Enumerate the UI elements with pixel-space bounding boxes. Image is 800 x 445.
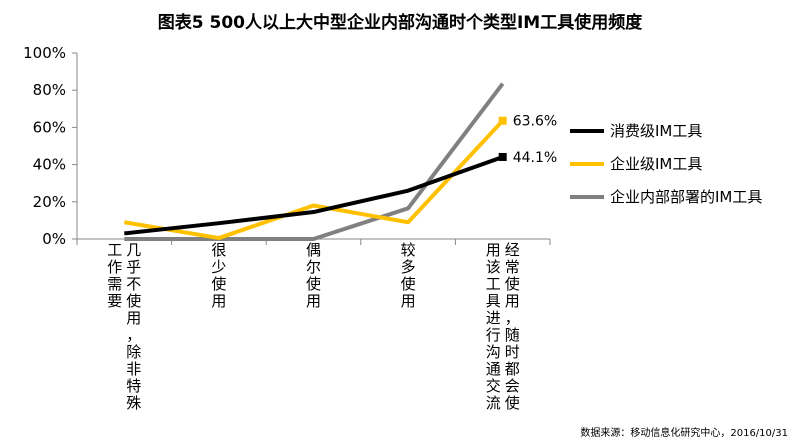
source-note: 数据来源：移动信息化研究中心，2016/10/31: [580, 428, 788, 439]
series-line-0: [124, 155, 504, 236]
category-char: 需: [107, 275, 122, 293]
category-char: 会: [505, 377, 520, 395]
category-char: 通: [486, 360, 501, 378]
y-tick-label: 20%: [33, 193, 66, 211]
category-char: 特: [126, 377, 141, 395]
category-labels: 几乎不使用，除非特殊工作需要很少使用偶尔使用较多使用经常使用，随时都会使用该工具…: [107, 241, 519, 412]
end-marker-0: [498, 152, 507, 161]
category-char: 具: [486, 292, 501, 310]
category-char: 不: [126, 275, 141, 293]
category-char: 时: [505, 343, 520, 361]
series-lines: [123, 82, 505, 241]
y-tick-label: 80%: [33, 81, 66, 99]
category-char: 工: [107, 241, 122, 259]
y-tick-label: 0%: [42, 230, 66, 248]
legend-label: 企业内部部署的IM工具: [610, 188, 762, 206]
category-label: 用该工具进行沟通交流: [486, 241, 501, 412]
y-tick-label: 60%: [33, 118, 66, 136]
end-labels: 44.1% 63.6%: [498, 114, 557, 166]
category-char: 用: [306, 292, 321, 310]
category-char: 该: [486, 258, 501, 276]
category-char: ，: [126, 326, 141, 344]
category-char: 使: [306, 275, 321, 293]
category-char: 用: [126, 309, 141, 327]
y-axis: 0% 20% 40% 60% 80% 100%: [23, 44, 78, 248]
data-label: 44.1%: [513, 150, 557, 166]
category-char: 随: [505, 326, 520, 344]
category-char: 使: [505, 394, 520, 412]
chart-title: 图表5 500人以上大中型企业内部沟通时个类型IM工具使用频度: [157, 13, 643, 33]
category-char: 使: [401, 275, 416, 293]
category-char: 使: [505, 275, 520, 293]
category-char: 工: [486, 275, 501, 293]
category-char: 少: [211, 258, 226, 276]
category-char: 较: [401, 241, 416, 259]
category-label: 很少使用: [211, 241, 226, 310]
category-char: 用: [486, 241, 501, 259]
category-char: 常: [505, 258, 520, 276]
category-char: 殊: [126, 394, 141, 412]
category-char: 要: [107, 292, 122, 310]
y-tick-label: 100%: [23, 44, 66, 62]
category-char: 偶: [306, 241, 321, 259]
category-char: 使: [211, 275, 226, 293]
category-char: 行: [486, 326, 501, 344]
category-label: 经常使用，随时都会使: [505, 241, 520, 412]
category-char: 沟: [486, 343, 501, 361]
category-char: 交: [486, 377, 501, 395]
category-label: 偶尔使用: [306, 241, 321, 310]
category-char: 尔: [306, 258, 321, 276]
legend-label: 企业级IM工具: [610, 155, 702, 173]
category-char: 几: [126, 241, 141, 259]
series-line-1: [123, 119, 505, 241]
category-char: 多: [401, 258, 416, 276]
category-char: 非: [126, 360, 141, 378]
category-char: 用: [505, 292, 520, 310]
category-char: 用: [401, 292, 416, 310]
category-char: 进: [486, 309, 501, 327]
category-char: 经: [505, 241, 520, 259]
category-char: 流: [486, 394, 501, 412]
category-char: 用: [211, 292, 226, 310]
category-char: 使: [126, 292, 141, 310]
category-label: 几乎不使用，除非特殊: [126, 241, 141, 412]
category-char: 除: [126, 343, 141, 361]
category-label: 较多使用: [401, 241, 416, 310]
category-char: ，: [505, 309, 520, 327]
y-tick-label: 40%: [33, 156, 66, 174]
data-label: 63.6%: [513, 114, 557, 130]
category-char: 都: [505, 360, 520, 378]
end-marker-1: [498, 116, 507, 125]
series-line-2: [124, 82, 505, 241]
category-char: 很: [211, 241, 226, 259]
legend-label: 消费级IM工具: [610, 122, 702, 140]
category-label: 工作需要: [107, 241, 122, 310]
category-char: 乎: [126, 258, 141, 276]
category-char: 作: [107, 258, 122, 276]
